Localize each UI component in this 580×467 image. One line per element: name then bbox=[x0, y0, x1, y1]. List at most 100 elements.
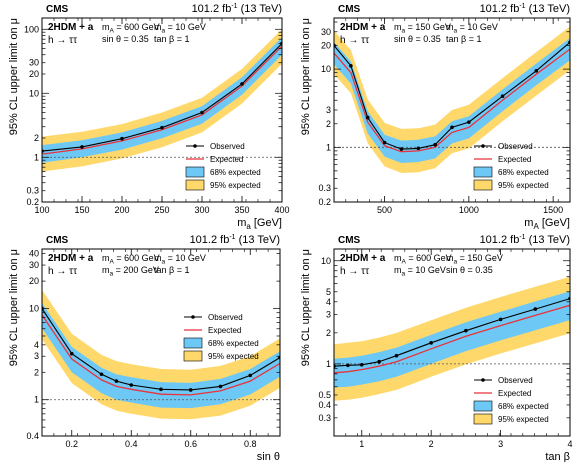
observed-point bbox=[377, 359, 381, 364]
legend-label: Observed bbox=[498, 142, 533, 151]
observed-point bbox=[365, 115, 370, 120]
param-label: ma = 10 GeV bbox=[446, 22, 498, 35]
x-tick-label: 250 bbox=[154, 205, 169, 215]
y-tick-label: 2 bbox=[34, 367, 39, 377]
y-tick-label: 1 bbox=[326, 359, 331, 369]
legend-label: 68% expected bbox=[498, 402, 549, 411]
y-tick-label: 0.3 bbox=[26, 186, 39, 196]
legend-label: 95% expected bbox=[208, 352, 259, 361]
luminosity-label: 101.2 fb-1 (13 TeV) bbox=[480, 234, 570, 246]
y-tick-label: 3 bbox=[34, 351, 39, 361]
y-axis-label: 95% CL upper limit on μ bbox=[300, 249, 312, 366]
x-tick-label: 0.6 bbox=[184, 439, 197, 449]
band-68-expected bbox=[334, 38, 570, 163]
y-tick-label: 20 bbox=[29, 276, 39, 286]
x-tick-label: 300 bbox=[194, 205, 209, 215]
chart-panel-2: 500 1000 1500 0.2 0.3 1 2 3 10 20 30 mA [GeV] 95% CL… bbox=[300, 3, 571, 231]
x-tick-label: 500 bbox=[377, 205, 392, 215]
y-tick-label: 0.4 bbox=[318, 400, 331, 410]
param-label: sin θ = 0.35 bbox=[394, 34, 441, 44]
legend-label: Expected bbox=[210, 155, 243, 164]
expected-line bbox=[42, 45, 282, 155]
y-tick-label: 0.2 bbox=[318, 197, 331, 207]
observed-point bbox=[359, 363, 364, 367]
model-label: 2HDM + a bbox=[48, 22, 94, 33]
y-tick-label: 4 bbox=[34, 340, 39, 350]
legend: Observed Expected 68% expected 95% expected bbox=[473, 376, 549, 425]
param-label: tan β = 1 bbox=[154, 265, 189, 275]
x-axis-label: sin θ bbox=[257, 451, 280, 462]
model-label: 2HDM + a bbox=[340, 253, 386, 264]
param-label: mA = 600 GeV bbox=[102, 22, 160, 35]
param-label: ma = 200 GeV bbox=[102, 265, 159, 278]
y-tick-label: 2 bbox=[326, 328, 331, 338]
x-tick-label: 3 bbox=[498, 439, 503, 449]
y-tick-label: 10 bbox=[29, 88, 39, 98]
param-label: sin θ = 0.35 bbox=[446, 265, 493, 275]
param-label: ma = 10 GeV bbox=[394, 265, 446, 278]
y-tick-label: 4 bbox=[326, 297, 331, 307]
expected-line bbox=[42, 314, 280, 396]
x-tick-label: 150 bbox=[74, 205, 89, 215]
param-label: tan β = 1 bbox=[154, 34, 189, 44]
y-tick-label: 30 bbox=[29, 260, 39, 270]
y-tick-label: 30 bbox=[321, 27, 331, 37]
legend-label: Expected bbox=[208, 326, 241, 335]
experiment-label: CMS bbox=[46, 235, 69, 246]
legend: Observed Expected 68% expected 95% expected bbox=[183, 313, 259, 362]
param-label: ma = 10 GeV bbox=[154, 253, 206, 266]
param-label: ma = 150 GeV bbox=[394, 22, 451, 35]
observed-point bbox=[382, 140, 387, 145]
y-tick-label: 0.5 bbox=[318, 390, 331, 400]
expected-line bbox=[334, 48, 570, 153]
y-tick-label: 1 bbox=[34, 152, 39, 162]
model-label: 2HDM + a bbox=[48, 253, 94, 264]
y-tick-label: 1 bbox=[34, 395, 39, 405]
experiment-label: CMS bbox=[338, 4, 361, 15]
band-68-expected bbox=[334, 291, 570, 388]
observed-point bbox=[248, 373, 253, 378]
y-tick-label: 2 bbox=[326, 119, 331, 129]
y-tick-label: 2 bbox=[34, 133, 39, 143]
process-label: h → ττ bbox=[48, 35, 77, 46]
x-axis-label: mA [GeV] bbox=[524, 217, 570, 231]
legend-label: Observed bbox=[210, 142, 245, 151]
band-95-expected bbox=[334, 26, 570, 173]
param-label: ma = 10 GeV bbox=[154, 22, 206, 35]
observed-point bbox=[433, 142, 437, 147]
x-tick-label: 4 bbox=[567, 439, 572, 449]
y-tick-label: 20 bbox=[321, 41, 331, 51]
observed-point bbox=[80, 145, 84, 149]
x-tick-label: 2 bbox=[429, 439, 434, 449]
x-tick-label: 350 bbox=[234, 205, 249, 215]
observed-point bbox=[464, 328, 468, 333]
observed-point bbox=[467, 120, 471, 124]
legend-label: Observed bbox=[208, 313, 243, 322]
band-68-expected bbox=[42, 37, 282, 163]
x-tick-label: 1000 bbox=[459, 205, 479, 215]
y-tick-label: 10 bbox=[321, 256, 331, 266]
observed-point bbox=[500, 94, 505, 99]
observed-point bbox=[200, 110, 204, 115]
x-tick-label: 100 bbox=[34, 205, 49, 215]
luminosity-label: 101.2 fb-1 (13 TeV) bbox=[192, 3, 282, 15]
y-tick-label: 3 bbox=[326, 105, 331, 115]
legend: Observed Expected 68% expected 95% expected bbox=[473, 142, 549, 191]
x-tick-label: 1 bbox=[359, 439, 364, 449]
observed-point bbox=[533, 307, 538, 311]
observed-point bbox=[349, 64, 353, 68]
y-axis-label: 95% CL upper limit on μ bbox=[8, 249, 20, 366]
param-label: ma = 150 GeV bbox=[446, 253, 503, 266]
legend-label: Expected bbox=[498, 389, 531, 398]
x-tick-label: 0.8 bbox=[244, 439, 257, 449]
experiment-label: CMS bbox=[46, 4, 69, 15]
observed-point bbox=[429, 341, 433, 345]
y-axis-label: 95% CL upper limit on μ bbox=[8, 18, 20, 135]
observed-point bbox=[99, 372, 104, 377]
y-tick-label: 30 bbox=[29, 58, 39, 68]
observed-point bbox=[114, 379, 119, 383]
param-label: sin θ = 0.35 bbox=[102, 34, 149, 44]
param-label: tan β = 1 bbox=[446, 34, 481, 44]
